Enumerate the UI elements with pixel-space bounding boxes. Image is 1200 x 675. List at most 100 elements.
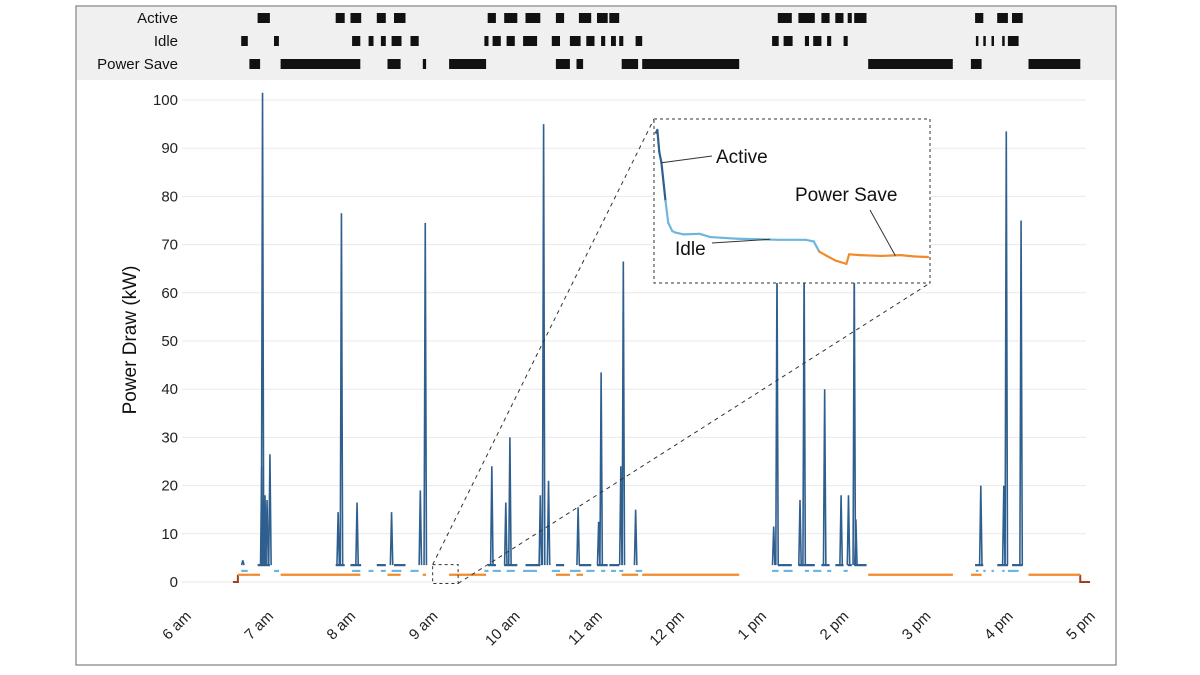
inset-trace-segment — [913, 255, 930, 259]
state-segment — [1007, 36, 1019, 46]
state-segment — [368, 36, 374, 46]
inset-trace-segment — [845, 253, 851, 265]
inset-zoom: Active Idle Power Save — [653, 118, 931, 284]
y-axis: 0 10 20 30 40 50 60 70 80 90 100 — [153, 92, 178, 591]
spike — [489, 466, 494, 566]
state-segment — [335, 13, 345, 23]
state-segment — [868, 59, 953, 69]
inset-leader-line — [869, 209, 896, 256]
spike — [576, 507, 581, 566]
spike — [1004, 131, 1009, 566]
state-segment — [387, 59, 401, 69]
state-segment — [506, 36, 515, 46]
state-segment — [249, 59, 261, 69]
spike — [846, 495, 851, 566]
spike — [633, 509, 638, 566]
y-tick-label: 100 — [153, 92, 178, 109]
inset-label-idle: Idle — [675, 239, 706, 260]
state-segment — [798, 13, 815, 23]
spike — [267, 454, 272, 566]
off-segment — [232, 574, 239, 583]
y-tick-label: 50 — [161, 333, 178, 350]
y-tick-label: 10 — [161, 526, 178, 543]
power-series — [232, 92, 1091, 583]
inset-trace-segment — [698, 232, 712, 239]
state-segment — [821, 13, 830, 23]
off-segment — [1079, 574, 1091, 583]
state-segment — [827, 36, 832, 46]
state-segment — [835, 13, 844, 23]
state-segment — [854, 13, 867, 23]
spike — [418, 490, 423, 566]
state-segment — [619, 36, 624, 46]
spike — [621, 261, 626, 566]
inset-trace-segment — [880, 254, 902, 258]
state-segment — [611, 36, 616, 46]
spike — [798, 500, 803, 566]
inset-leader-line — [711, 238, 771, 244]
spike — [538, 495, 543, 566]
inset-leader-line — [661, 155, 713, 164]
inset-trace-segment — [736, 237, 780, 241]
spike — [599, 372, 604, 566]
inset-trace-segment — [660, 161, 667, 203]
state-segment — [1028, 59, 1081, 69]
y-tick-label: 90 — [161, 140, 178, 157]
inset-trace-segment — [858, 254, 883, 258]
inset-label-power-save: Power Save — [795, 185, 897, 206]
inset-trace-segment — [804, 238, 815, 243]
state-segment — [352, 36, 361, 46]
state-segment — [391, 36, 402, 46]
inset-label-active: Active — [716, 147, 768, 168]
state-segment — [241, 36, 248, 46]
state-segment — [635, 36, 643, 46]
inset-trace-segment — [709, 235, 739, 240]
spike — [853, 519, 858, 566]
state-segment — [621, 59, 639, 69]
spike — [240, 560, 245, 566]
spike — [260, 92, 265, 566]
inset-trace-segment — [848, 253, 862, 257]
state-segment — [551, 36, 560, 46]
y-tick-label: 70 — [161, 237, 178, 254]
state-segment — [983, 36, 986, 46]
state-segment — [394, 13, 406, 23]
state-segment — [609, 13, 620, 23]
spike — [339, 213, 344, 566]
zoom-connector — [432, 118, 655, 565]
state-segment — [578, 13, 592, 23]
state-segment — [555, 59, 570, 69]
state-segment — [422, 59, 427, 69]
gridlines — [182, 99, 1086, 583]
state-segment — [257, 13, 270, 23]
state-segment — [804, 36, 809, 46]
state-band-background — [77, 7, 1115, 80]
state-label-active: Active — [137, 10, 178, 27]
state-segment — [274, 36, 279, 46]
chart-frame — [75, 5, 1117, 666]
state-segment — [975, 13, 984, 23]
state-segment — [975, 36, 979, 46]
state-timeline: Active Idle Power Save — [97, 10, 1081, 73]
zoom-connector — [457, 282, 931, 584]
state-segment — [991, 36, 994, 46]
state-segment — [484, 36, 489, 46]
state-segment — [586, 36, 595, 46]
spike — [507, 437, 512, 566]
state-segment — [777, 13, 792, 23]
spike — [1019, 220, 1024, 566]
state-segment — [847, 13, 852, 23]
state-segment — [813, 36, 822, 46]
state-segment — [597, 13, 608, 23]
y-tick-label: 80 — [161, 188, 178, 205]
state-segment — [772, 36, 779, 46]
state-label-idle: Idle — [154, 33, 178, 50]
inset-trace-segment — [818, 250, 829, 258]
y-tick-label: 20 — [161, 478, 178, 495]
inset-trace-segment — [673, 231, 685, 236]
state-segment — [997, 13, 1008, 23]
spike — [822, 389, 827, 566]
spike — [771, 526, 776, 566]
spike — [336, 512, 341, 566]
